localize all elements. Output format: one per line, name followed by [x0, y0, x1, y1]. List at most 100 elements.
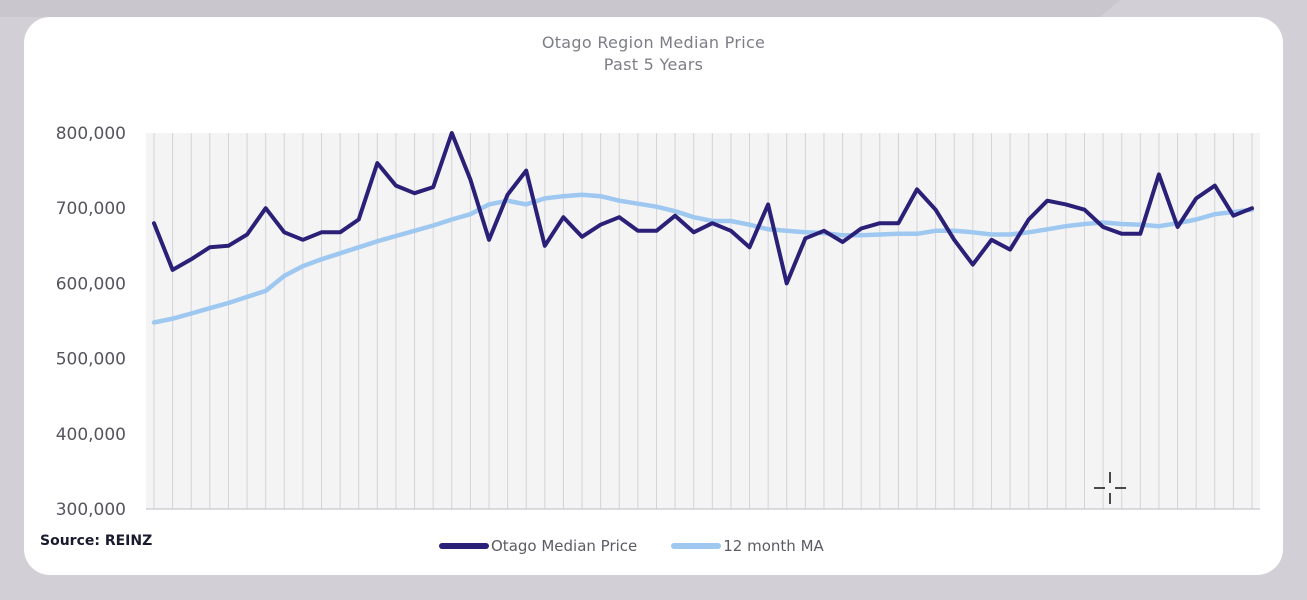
background-shape — [0, 0, 1120, 17]
data-point-ma — [189, 311, 193, 315]
data-point-ma — [561, 194, 565, 198]
data-point-ma — [989, 233, 993, 237]
data-point-median — [748, 245, 752, 249]
data-point-median — [654, 229, 658, 233]
data-point-ma — [729, 219, 733, 223]
data-point-median — [710, 221, 714, 225]
data-point-median — [989, 238, 993, 242]
data-point-median — [803, 236, 807, 240]
chart-legend: Otago Median Price 12 month MA — [439, 537, 858, 555]
data-point-ma — [487, 202, 491, 206]
data-point-ma — [692, 215, 696, 219]
source-label: Source: REINZ — [40, 533, 153, 549]
data-point-median — [431, 185, 435, 189]
data-point-ma — [245, 295, 249, 299]
data-point-median — [1008, 248, 1012, 252]
data-point-median — [152, 221, 156, 225]
data-point-ma — [934, 229, 938, 233]
chart-title: Otago Region Median Price — [541, 33, 766, 52]
data-point-median — [245, 233, 249, 237]
data-point-ma — [152, 321, 156, 325]
data-point-ma — [301, 264, 305, 268]
data-point-median — [915, 187, 919, 191]
data-point-ma — [1213, 212, 1217, 216]
data-point-median — [319, 230, 323, 234]
data-point-ma — [171, 317, 175, 321]
data-point-median — [543, 244, 547, 248]
data-point-median — [1120, 232, 1124, 236]
data-point-median — [524, 169, 528, 173]
data-point-ma — [208, 306, 212, 310]
data-point-ma — [1157, 224, 1161, 228]
data-point-median — [1194, 196, 1198, 200]
crosshair-cursor-icon — [1094, 472, 1126, 504]
data-point-median — [487, 238, 491, 242]
data-point-ma — [841, 233, 845, 237]
legend-swatch-median — [439, 543, 489, 549]
data-point-median — [1064, 202, 1068, 206]
data-point-ma — [803, 230, 807, 234]
data-point-median — [1157, 172, 1161, 176]
data-point-ma — [394, 234, 398, 238]
data-point-ma — [915, 232, 919, 236]
data-point-ma — [785, 229, 789, 233]
chart-plot: 800,000 700,000 600,000 500,000 400,000 300,0… — [56, 124, 1260, 517]
data-point-ma — [673, 209, 677, 213]
data-point-median — [896, 221, 900, 225]
data-point-ma — [636, 202, 640, 206]
data-point-median — [1213, 184, 1217, 188]
data-point-ma — [1027, 230, 1031, 234]
data-point-median — [394, 184, 398, 188]
y-tick-label: 300,000 — [56, 500, 126, 517]
data-point-ma — [1008, 233, 1012, 237]
data-point-ma — [264, 289, 268, 293]
data-point-ma — [450, 217, 454, 221]
data-point-ma — [580, 193, 584, 197]
data-point-ma — [1045, 227, 1049, 231]
data-point-median — [729, 229, 733, 233]
data-point-ma — [357, 245, 361, 249]
data-point-median — [413, 191, 417, 195]
series-line-12-month-ma — [151, 192, 1255, 325]
y-tick-label: 400,000 — [56, 425, 126, 445]
data-point-ma — [654, 205, 658, 209]
data-point-median — [1101, 225, 1105, 229]
data-point-median — [766, 202, 770, 206]
data-point-median — [859, 227, 863, 231]
chart-card: Otago Region Median Price Past 5 Years 8… — [24, 17, 1283, 575]
legend-swatch-ma — [671, 543, 722, 549]
data-point-ma — [1120, 222, 1124, 226]
y-tick-label: 700,000 — [56, 199, 126, 219]
data-point-ma — [413, 229, 417, 233]
data-point-ma — [599, 194, 603, 198]
data-point-median — [1083, 208, 1087, 212]
data-point-median — [1231, 214, 1235, 218]
y-tick-label: 800,000 — [56, 124, 126, 144]
data-point-median — [636, 229, 640, 233]
data-point-median — [338, 230, 342, 234]
data-point-median — [617, 215, 621, 219]
data-point-median — [468, 178, 472, 182]
data-point-median — [934, 208, 938, 212]
chart-subtitle: Past 5 Years — [603, 55, 704, 74]
data-point-median — [1045, 199, 1049, 203]
data-point-median — [878, 221, 882, 225]
data-point-ma — [524, 202, 528, 206]
data-point-median — [282, 230, 286, 234]
data-point-ma — [1101, 220, 1105, 224]
data-point-ma — [617, 199, 621, 203]
data-point-ma — [431, 223, 435, 227]
data-point-ma — [1064, 224, 1068, 228]
data-point-ma — [952, 229, 956, 233]
data-point-ma — [896, 232, 900, 236]
data-point-median — [971, 263, 975, 267]
data-point-ma — [766, 227, 770, 231]
data-point-median — [357, 217, 361, 221]
data-point-median — [226, 244, 230, 248]
data-point-ma — [1083, 222, 1087, 226]
data-point-ma — [543, 196, 547, 200]
data-point-ma — [338, 251, 342, 255]
data-point-median — [1138, 232, 1142, 236]
data-point-ma — [748, 223, 752, 227]
data-point-median — [580, 235, 584, 239]
